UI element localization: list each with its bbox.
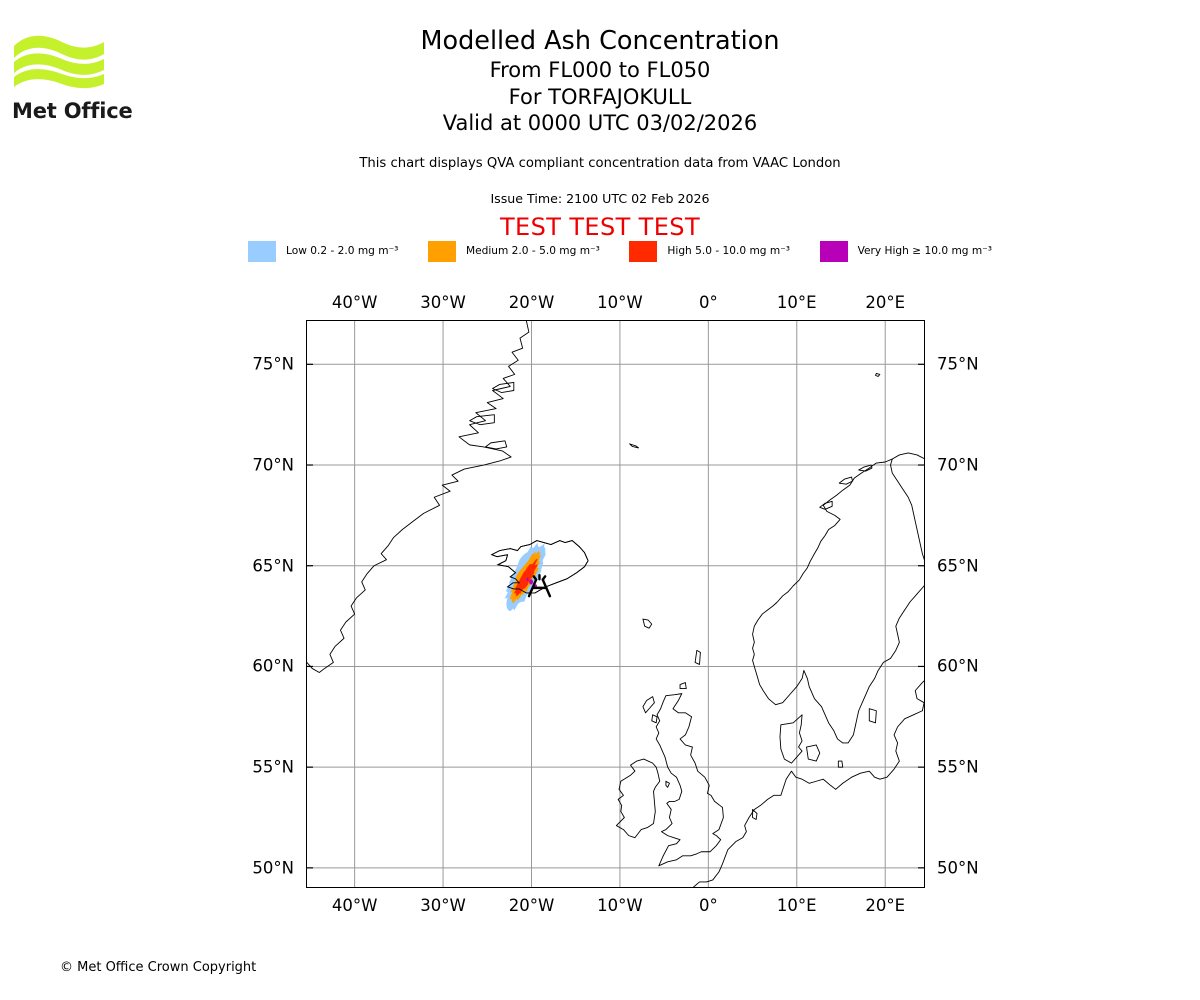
legend-item-low: Low 0.2 - 2.0 mg m⁻³: [248, 239, 398, 263]
legend-item-high: High 5.0 - 10.0 mg m⁻³: [629, 239, 790, 263]
issue-time: Issue Time: 2100 UTC 02 Feb 2026: [490, 191, 710, 206]
met-office-logo: Met Office: [12, 28, 212, 123]
legend-swatch-very-high: [819, 240, 848, 262]
qva-compliance-note: This chart displays QVA compliant concen…: [359, 156, 841, 171]
lon-tick-bottom-40W: 40°W: [331, 896, 378, 915]
lat-tick-left-75N: 75°N: [252, 354, 294, 374]
met-office-wave-logo-icon: [14, 35, 104, 89]
lat-tick-right-65N: 65°N: [937, 556, 979, 576]
lon-tick-top-20W: 20°W: [508, 293, 555, 312]
lon-tick-bottom-10E: 10°E: [776, 896, 817, 915]
copyright-notice: © Met Office Crown Copyright: [60, 960, 257, 975]
legend-item-medium: Medium 2.0 - 5.0 mg m⁻³: [427, 239, 600, 263]
lon-tick-bottom-0: 0°: [698, 896, 718, 915]
lat-tick-left-60N: 60°N: [252, 656, 294, 676]
lat-tick-left-70N: 70°N: [252, 455, 294, 475]
ash-concentration-map[interactable]: 40°W 40°W 30°W 30°W 20°W 20°W 10°W 10°W 0° 0° 10°E…: [252, 293, 978, 915]
concentration-legend: Low 0.2 - 2.0 mg m⁻³ Medium 2.0 - 5.0 mg…: [248, 239, 992, 263]
flight-level-range: From FL000 to FL050: [489, 58, 711, 82]
map-gridlines: [306, 320, 925, 888]
lat-tick-right-75N: 75°N: [937, 354, 979, 374]
lon-tick-bottom-10W: 10°W: [597, 896, 643, 915]
test-banner: TEST TEST TEST: [499, 213, 700, 241]
valid-time: Valid at 0000 UTC 03/02/2026: [442, 111, 758, 135]
iceland-coastline-overlay: [490, 540, 589, 594]
lat-tick-left-65N: 65°N: [252, 556, 294, 576]
lon-tick-top-10E: 10°E: [776, 293, 817, 312]
legend-label-very-high: Very High ≥ 10.0 mg m⁻³: [857, 245, 993, 257]
ash-contour-very-high-1: [529, 579, 533, 585]
volcano-marker-icon: [527, 574, 552, 598]
lon-tick-top-20E: 20°E: [865, 293, 906, 312]
lon-tick-bottom-30W: 30°W: [420, 896, 466, 915]
lon-tick-top-40W: 40°W: [331, 293, 378, 312]
legend-label-high: High 5.0 - 10.0 mg m⁻³: [667, 245, 791, 257]
lon-tick-bottom-20W: 20°W: [508, 896, 555, 915]
lon-tick-top-30W: 30°W: [420, 293, 466, 312]
lat-tick-right-70N: 70°N: [937, 455, 979, 475]
lon-tick-top-0: 0°: [698, 293, 718, 312]
map-canvas: [306, 320, 925, 888]
legend-label-medium: Medium 2.0 - 5.0 mg m⁻³: [465, 245, 600, 257]
legend-item-very-high: Very High ≥ 10.0 mg m⁻³: [819, 239, 993, 263]
lat-tick-right-55N: 55°N: [937, 757, 979, 777]
lon-tick-top-10W: 10°W: [597, 293, 643, 312]
legend-swatch-medium: [427, 240, 456, 262]
legend-label-low: Low 0.2 - 2.0 mg m⁻³: [286, 245, 399, 257]
lon-tick-bottom-20E: 20°E: [865, 896, 906, 915]
lat-tick-left-50N: 50°N: [252, 858, 294, 878]
lat-tick-right-50N: 50°N: [937, 858, 979, 878]
lat-tick-right-60N: 60°N: [937, 656, 979, 676]
legend-swatch-high: [629, 240, 658, 262]
ash-contour-very-high-3: [526, 577, 529, 581]
ash-plume-contours: [490, 540, 589, 612]
ash-contour-high: [513, 559, 538, 597]
legend-swatch-low: [248, 240, 276, 262]
page-title-block: Modelled Ash Concentration From FL000 to…: [180, 26, 1020, 137]
volcano-name: For TORFAJOKULL: [508, 84, 692, 109]
logo-wordmark: Met Office: [12, 99, 133, 123]
map-coastlines: [306, 320, 925, 888]
lat-tick-left-55N: 55°N: [252, 757, 294, 777]
page-title: Modelled Ash Concentration: [420, 26, 780, 56]
